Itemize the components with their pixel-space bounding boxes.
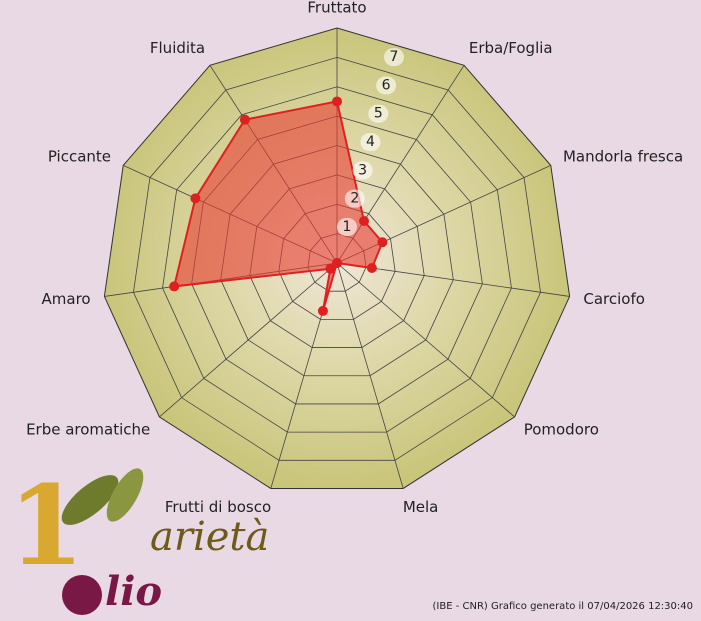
- data-point: [190, 193, 200, 203]
- r-tick-label: 2: [350, 191, 359, 207]
- logo-text: lio: [105, 568, 162, 615]
- data-point: [377, 237, 387, 247]
- axis-label: Piccante: [48, 148, 111, 166]
- data-point: [332, 96, 342, 106]
- r-tick-label: 6: [382, 77, 391, 93]
- axis-label: Carciofo: [583, 290, 645, 308]
- r-tick-label: 5: [374, 106, 383, 122]
- data-point: [325, 264, 335, 274]
- axis-label: Fluidita: [150, 39, 205, 57]
- axis-label: Pomodoro: [524, 420, 599, 438]
- data-point: [367, 263, 377, 273]
- r-tick-label: 4: [366, 134, 375, 150]
- r-tick-label: 1: [343, 219, 352, 235]
- axis-label: Mandorla fresca: [563, 148, 683, 166]
- data-point: [359, 216, 369, 226]
- logo-text: arietà: [150, 514, 269, 560]
- axis-label: Mela: [403, 498, 439, 516]
- r-tick-label: 3: [358, 162, 367, 178]
- axis-label: Fruttato: [307, 0, 366, 17]
- axis-label: Erba/Foglia: [469, 39, 553, 57]
- data-point: [318, 306, 328, 316]
- logo-olive: [62, 575, 102, 615]
- logo-mark: 1: [8, 461, 85, 590]
- chart: 1 2 3 4 5 6 7 Fruttato Erba/Foglia Mandorla fresc…: [0, 0, 701, 621]
- axis-label: Amaro: [42, 290, 91, 308]
- axis-label: Erbe aromatiche: [26, 420, 150, 438]
- footer: (IBE - CNR) Grafico generato il 07/04/20…: [433, 601, 693, 612]
- data-point: [169, 281, 179, 291]
- r-tick-label: 7: [390, 49, 399, 65]
- data-point: [240, 115, 250, 125]
